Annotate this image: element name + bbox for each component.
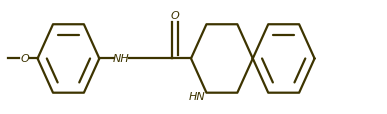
Text: O: O xyxy=(170,11,179,21)
Text: HN: HN xyxy=(189,91,206,101)
Text: O: O xyxy=(20,54,29,64)
Text: NH: NH xyxy=(113,54,130,64)
